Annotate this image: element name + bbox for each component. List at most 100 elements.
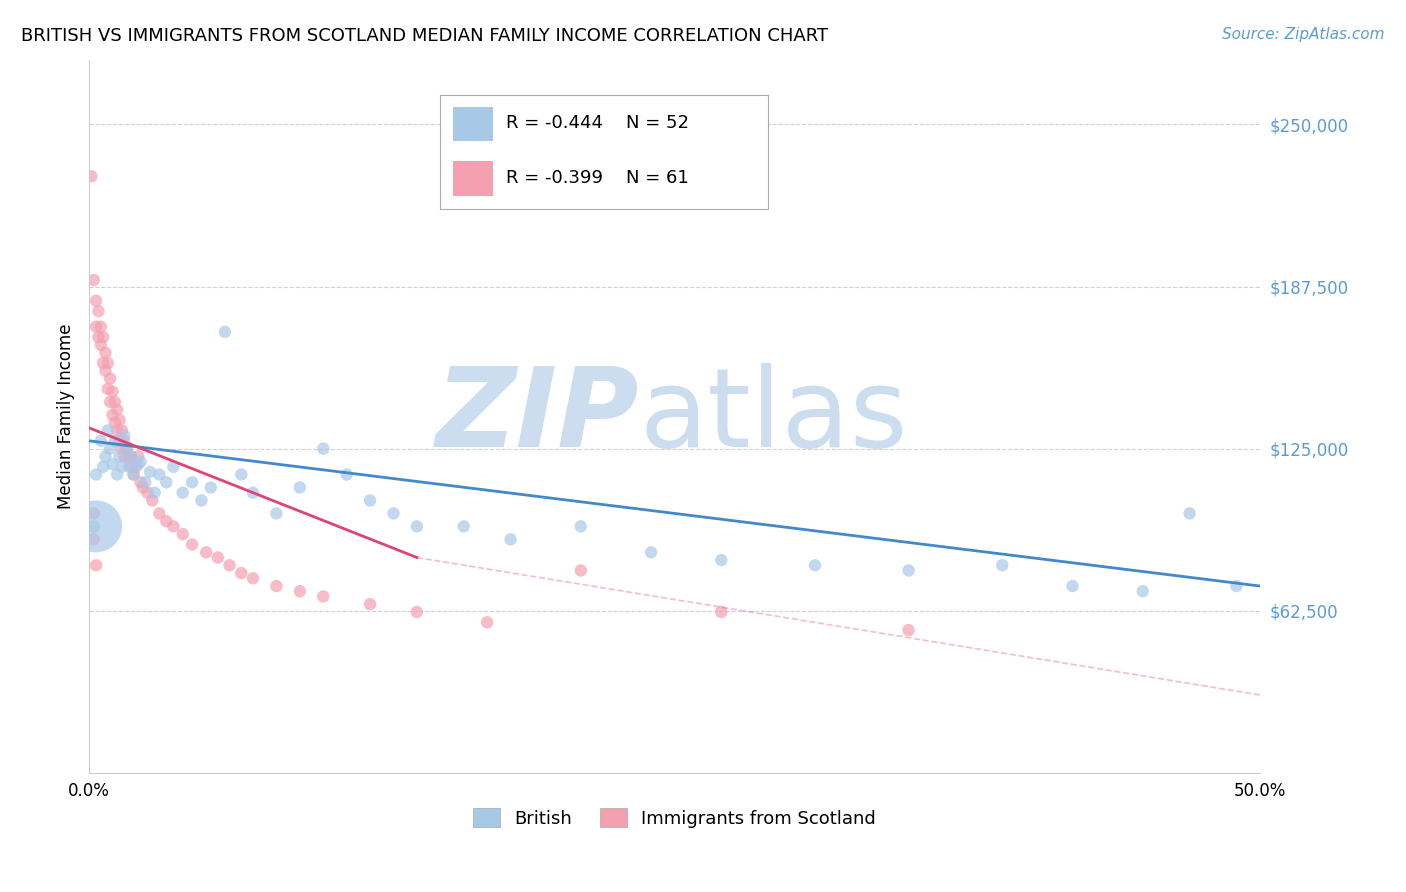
Point [172, 527, 194, 541]
Point [84, 467, 107, 482]
Point [111, 424, 134, 438]
Point [569, 519, 592, 533]
Point [105, 467, 128, 482]
Point [84, 319, 107, 334]
Point [112, 450, 135, 464]
Point [207, 550, 229, 565]
Point [90, 434, 112, 448]
Point [991, 558, 1014, 573]
Point [134, 475, 156, 490]
Point [111, 459, 134, 474]
Point [87, 330, 110, 344]
Point [1225, 579, 1247, 593]
Point [80, 169, 103, 184]
Point [499, 533, 522, 547]
Point [710, 553, 733, 567]
Point [190, 493, 212, 508]
Point [104, 395, 127, 409]
Point [98, 395, 121, 409]
Point [83, 273, 105, 287]
Point [288, 481, 311, 495]
Point [406, 519, 429, 533]
Point [1178, 507, 1201, 521]
Point [90, 319, 112, 334]
Point [127, 450, 149, 464]
Point [200, 481, 222, 495]
Point [91, 356, 114, 370]
Point [266, 507, 288, 521]
Point [897, 623, 920, 637]
Point [84, 293, 107, 308]
Point [139, 465, 162, 479]
Point [148, 467, 170, 482]
Point [129, 475, 152, 490]
Point [382, 507, 405, 521]
Point [359, 597, 381, 611]
Point [115, 442, 138, 456]
Point [98, 442, 121, 456]
Point [312, 442, 335, 456]
Text: ZIP: ZIP [436, 363, 640, 470]
Point [101, 384, 124, 399]
Point [172, 485, 194, 500]
Point [108, 413, 131, 427]
Point [91, 459, 114, 474]
Point [406, 605, 429, 619]
Point [87, 304, 110, 318]
Point [132, 481, 155, 495]
Y-axis label: Median Family Income: Median Family Income [58, 324, 75, 509]
Point [181, 537, 204, 551]
Point [155, 475, 177, 490]
Point [1062, 579, 1084, 593]
Point [127, 457, 149, 471]
Point [120, 450, 142, 464]
Point [108, 450, 131, 464]
Point [710, 605, 733, 619]
Point [101, 408, 124, 422]
Point [231, 566, 253, 580]
Point [1132, 584, 1154, 599]
Point [162, 519, 184, 533]
Point [108, 434, 131, 448]
Point [105, 424, 128, 438]
Point [640, 545, 662, 559]
Point [101, 457, 124, 471]
Point [97, 382, 120, 396]
Point [112, 434, 135, 448]
Point [141, 493, 163, 508]
Point [94, 364, 117, 378]
Point [84, 558, 107, 573]
Point [91, 330, 114, 344]
Point [111, 442, 134, 456]
Point [112, 428, 135, 442]
Legend: British, Immigrants from Scotland: British, Immigrants from Scotland [465, 801, 883, 835]
Point [359, 493, 381, 508]
Point [83, 507, 105, 521]
Point [569, 564, 592, 578]
Point [136, 485, 159, 500]
Point [453, 519, 475, 533]
Point [94, 345, 117, 359]
Point [105, 402, 128, 417]
Point [312, 590, 335, 604]
Point [231, 467, 253, 482]
Point [115, 442, 138, 456]
Point [125, 459, 148, 474]
Point [118, 459, 141, 474]
Point [162, 459, 184, 474]
Point [242, 571, 264, 585]
Point [120, 450, 142, 464]
Point [90, 338, 112, 352]
Point [218, 558, 240, 573]
Point [104, 416, 127, 430]
Point [129, 454, 152, 468]
Point [83, 519, 105, 533]
Text: Source: ZipAtlas.com: Source: ZipAtlas.com [1222, 27, 1385, 42]
Point [266, 579, 288, 593]
Point [475, 615, 498, 630]
Point [122, 467, 145, 482]
Point [148, 507, 170, 521]
Point [122, 467, 145, 482]
Point [104, 434, 127, 448]
Point [84, 519, 107, 533]
